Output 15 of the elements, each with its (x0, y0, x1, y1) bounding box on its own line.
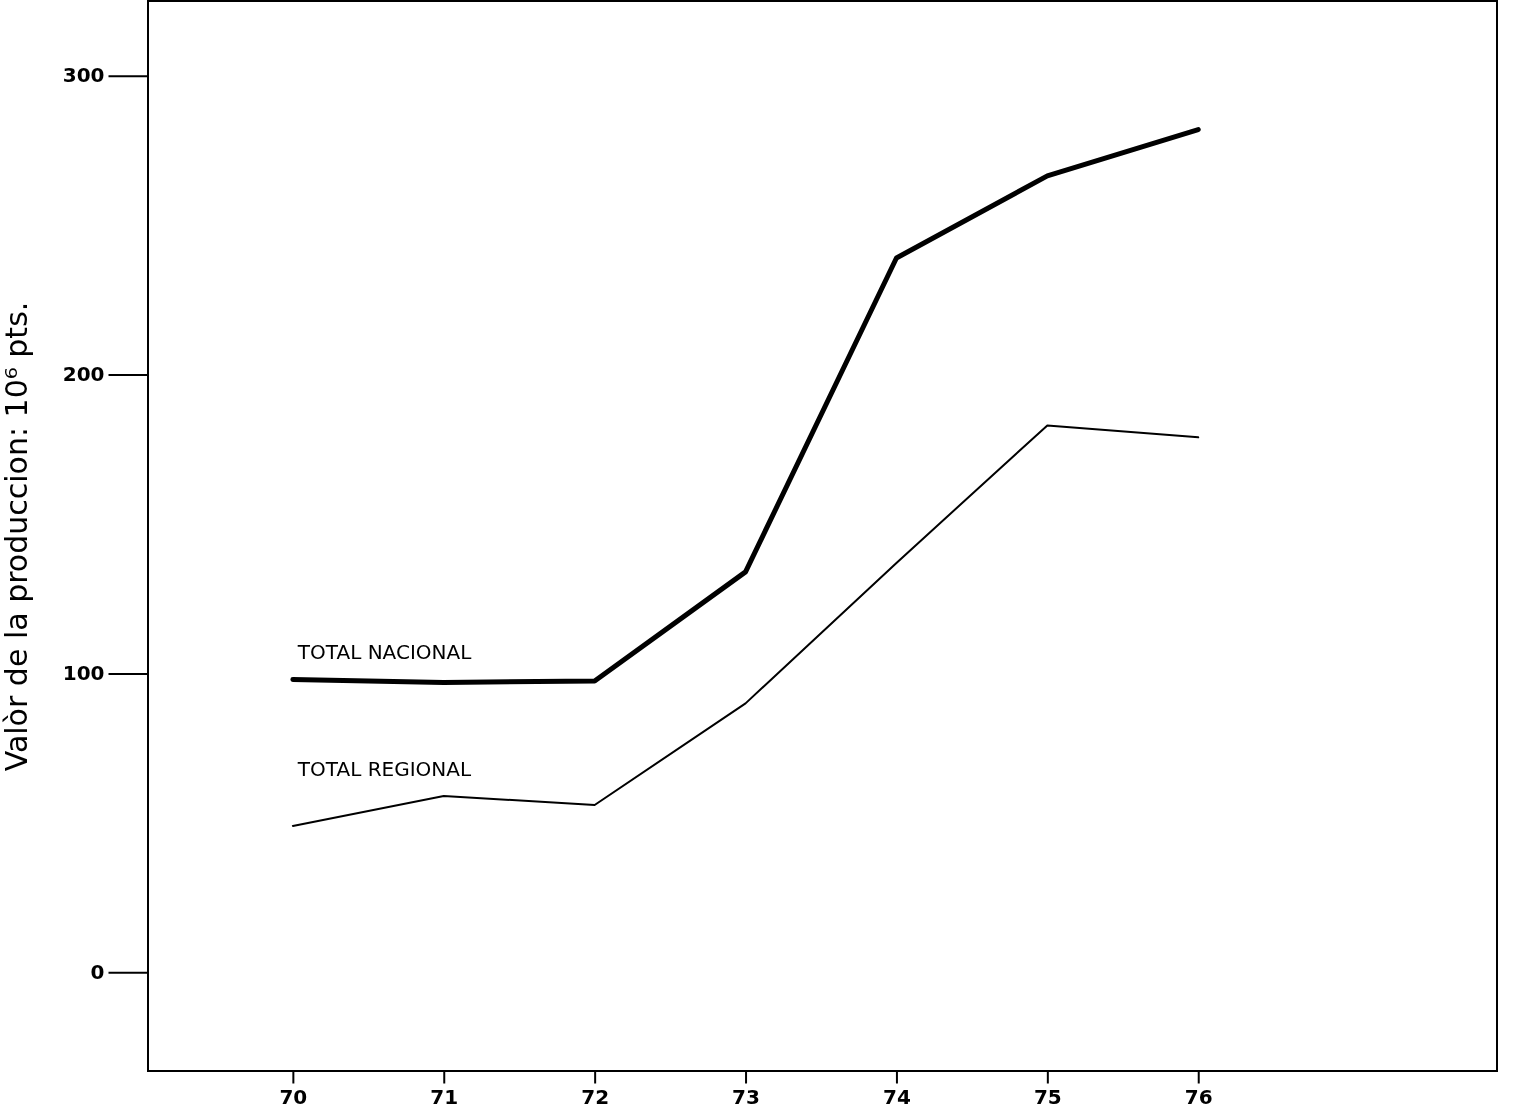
series-label: TOTAL REGIONAL (296, 756, 472, 781)
x-tick-label: 71 (430, 1084, 459, 1109)
x-tick-label: 74 (883, 1084, 911, 1109)
line-series (291, 424, 1200, 827)
x-tick-label: 76 (1184, 1084, 1213, 1109)
y-tick-label: 300 (62, 63, 105, 88)
y-tick-label: 0 (90, 959, 105, 984)
y-tick-label: 200 (62, 362, 105, 387)
series-label: TOTAL NACIONAL (296, 640, 473, 665)
x-tick-label: 75 (1033, 1084, 1062, 1109)
y-axis-title: Valòr de la produccion: 10⁶ pts. (0, 301, 34, 772)
x-tick-label: 70 (279, 1084, 308, 1109)
x-tick-label: 72 (581, 1084, 610, 1109)
y-tick-label: 100 (62, 660, 105, 685)
x-tick-label: 73 (732, 1084, 760, 1109)
